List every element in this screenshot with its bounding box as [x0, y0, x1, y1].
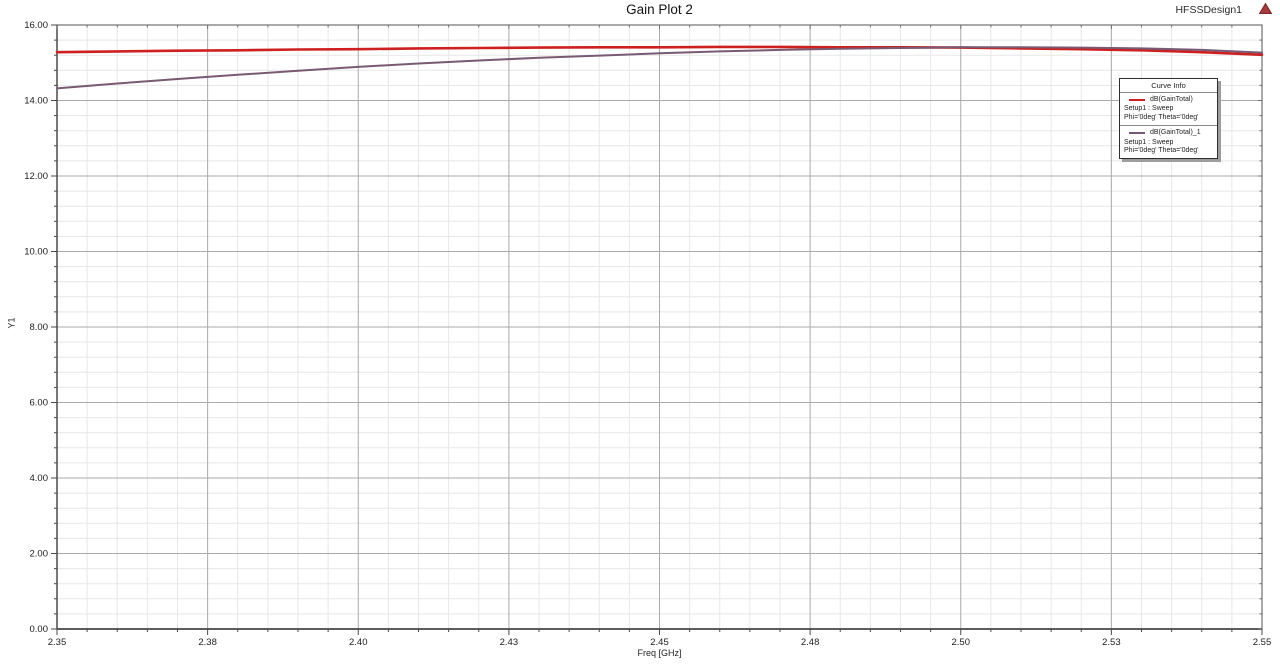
legend-entry: dB(GainTotal)_1 Setup1 : Sweep Phi='0deg… — [1120, 126, 1217, 158]
svg-text:2.43: 2.43 — [500, 637, 519, 648]
design-name: HFSSDesign1 — [1175, 4, 1242, 16]
svg-text:2.55: 2.55 — [1253, 637, 1272, 648]
curve-dB(GainTotal)[interactable] — [55, 45, 1264, 57]
series-setup: Setup1 : Sweep — [1124, 105, 1174, 113]
y-axis-title: Y1 — [6, 317, 17, 329]
legend-separator — [1120, 125, 1217, 127]
svg-text:2.00: 2.00 — [30, 549, 49, 560]
svg-text:2.48: 2.48 — [801, 637, 820, 648]
plot-title: Gain Plot 2 — [626, 2, 693, 17]
series-params: Phi='0deg' Theta='0deg' — [1124, 113, 1199, 121]
curve-dB(GainTotal)_1[interactable] — [56, 46, 1263, 90]
svg-text:0.00: 0.00 — [30, 624, 49, 635]
svg-text:8.00: 8.00 — [30, 322, 49, 333]
svg-text:2.45: 2.45 — [650, 637, 669, 648]
series-params: Phi='0deg' Theta='0deg' — [1124, 146, 1199, 154]
x-axis-title: Freq [GHz] — [637, 648, 682, 658]
svg-text:14.00: 14.00 — [24, 96, 48, 107]
series-color-swatch — [1129, 132, 1145, 135]
legend-entry: dB(GainTotal) Setup1 : Sweep Phi='0deg' … — [1120, 93, 1217, 125]
svg-text:2.53: 2.53 — [1102, 637, 1121, 648]
svg-text:12.00: 12.00 — [24, 171, 48, 182]
svg-text:4.00: 4.00 — [30, 473, 49, 484]
svg-text:2.38: 2.38 — [198, 637, 217, 648]
svg-text:16.00: 16.00 — [24, 20, 48, 31]
svg-text:10.00: 10.00 — [24, 247, 48, 258]
svg-text:2.40: 2.40 — [349, 637, 368, 648]
curve-info-legend[interactable]: Curve Info dB(GainTotal) Setup1 : Sweep … — [1119, 78, 1218, 160]
series-name: dB(GainTotal)_1 — [1150, 129, 1201, 137]
series-color-swatch — [1129, 99, 1145, 102]
legend-title: Curve Info — [1120, 79, 1217, 93]
series-name: dB(GainTotal) — [1150, 96, 1193, 103]
svg-text:2.35: 2.35 — [48, 637, 67, 648]
ansys-triangle-icon — [1259, 3, 1272, 14]
svg-text:2.50: 2.50 — [952, 637, 971, 648]
series-setup: Setup1 : Sweep — [1124, 138, 1174, 146]
svg-text:6.00: 6.00 — [30, 398, 49, 409]
